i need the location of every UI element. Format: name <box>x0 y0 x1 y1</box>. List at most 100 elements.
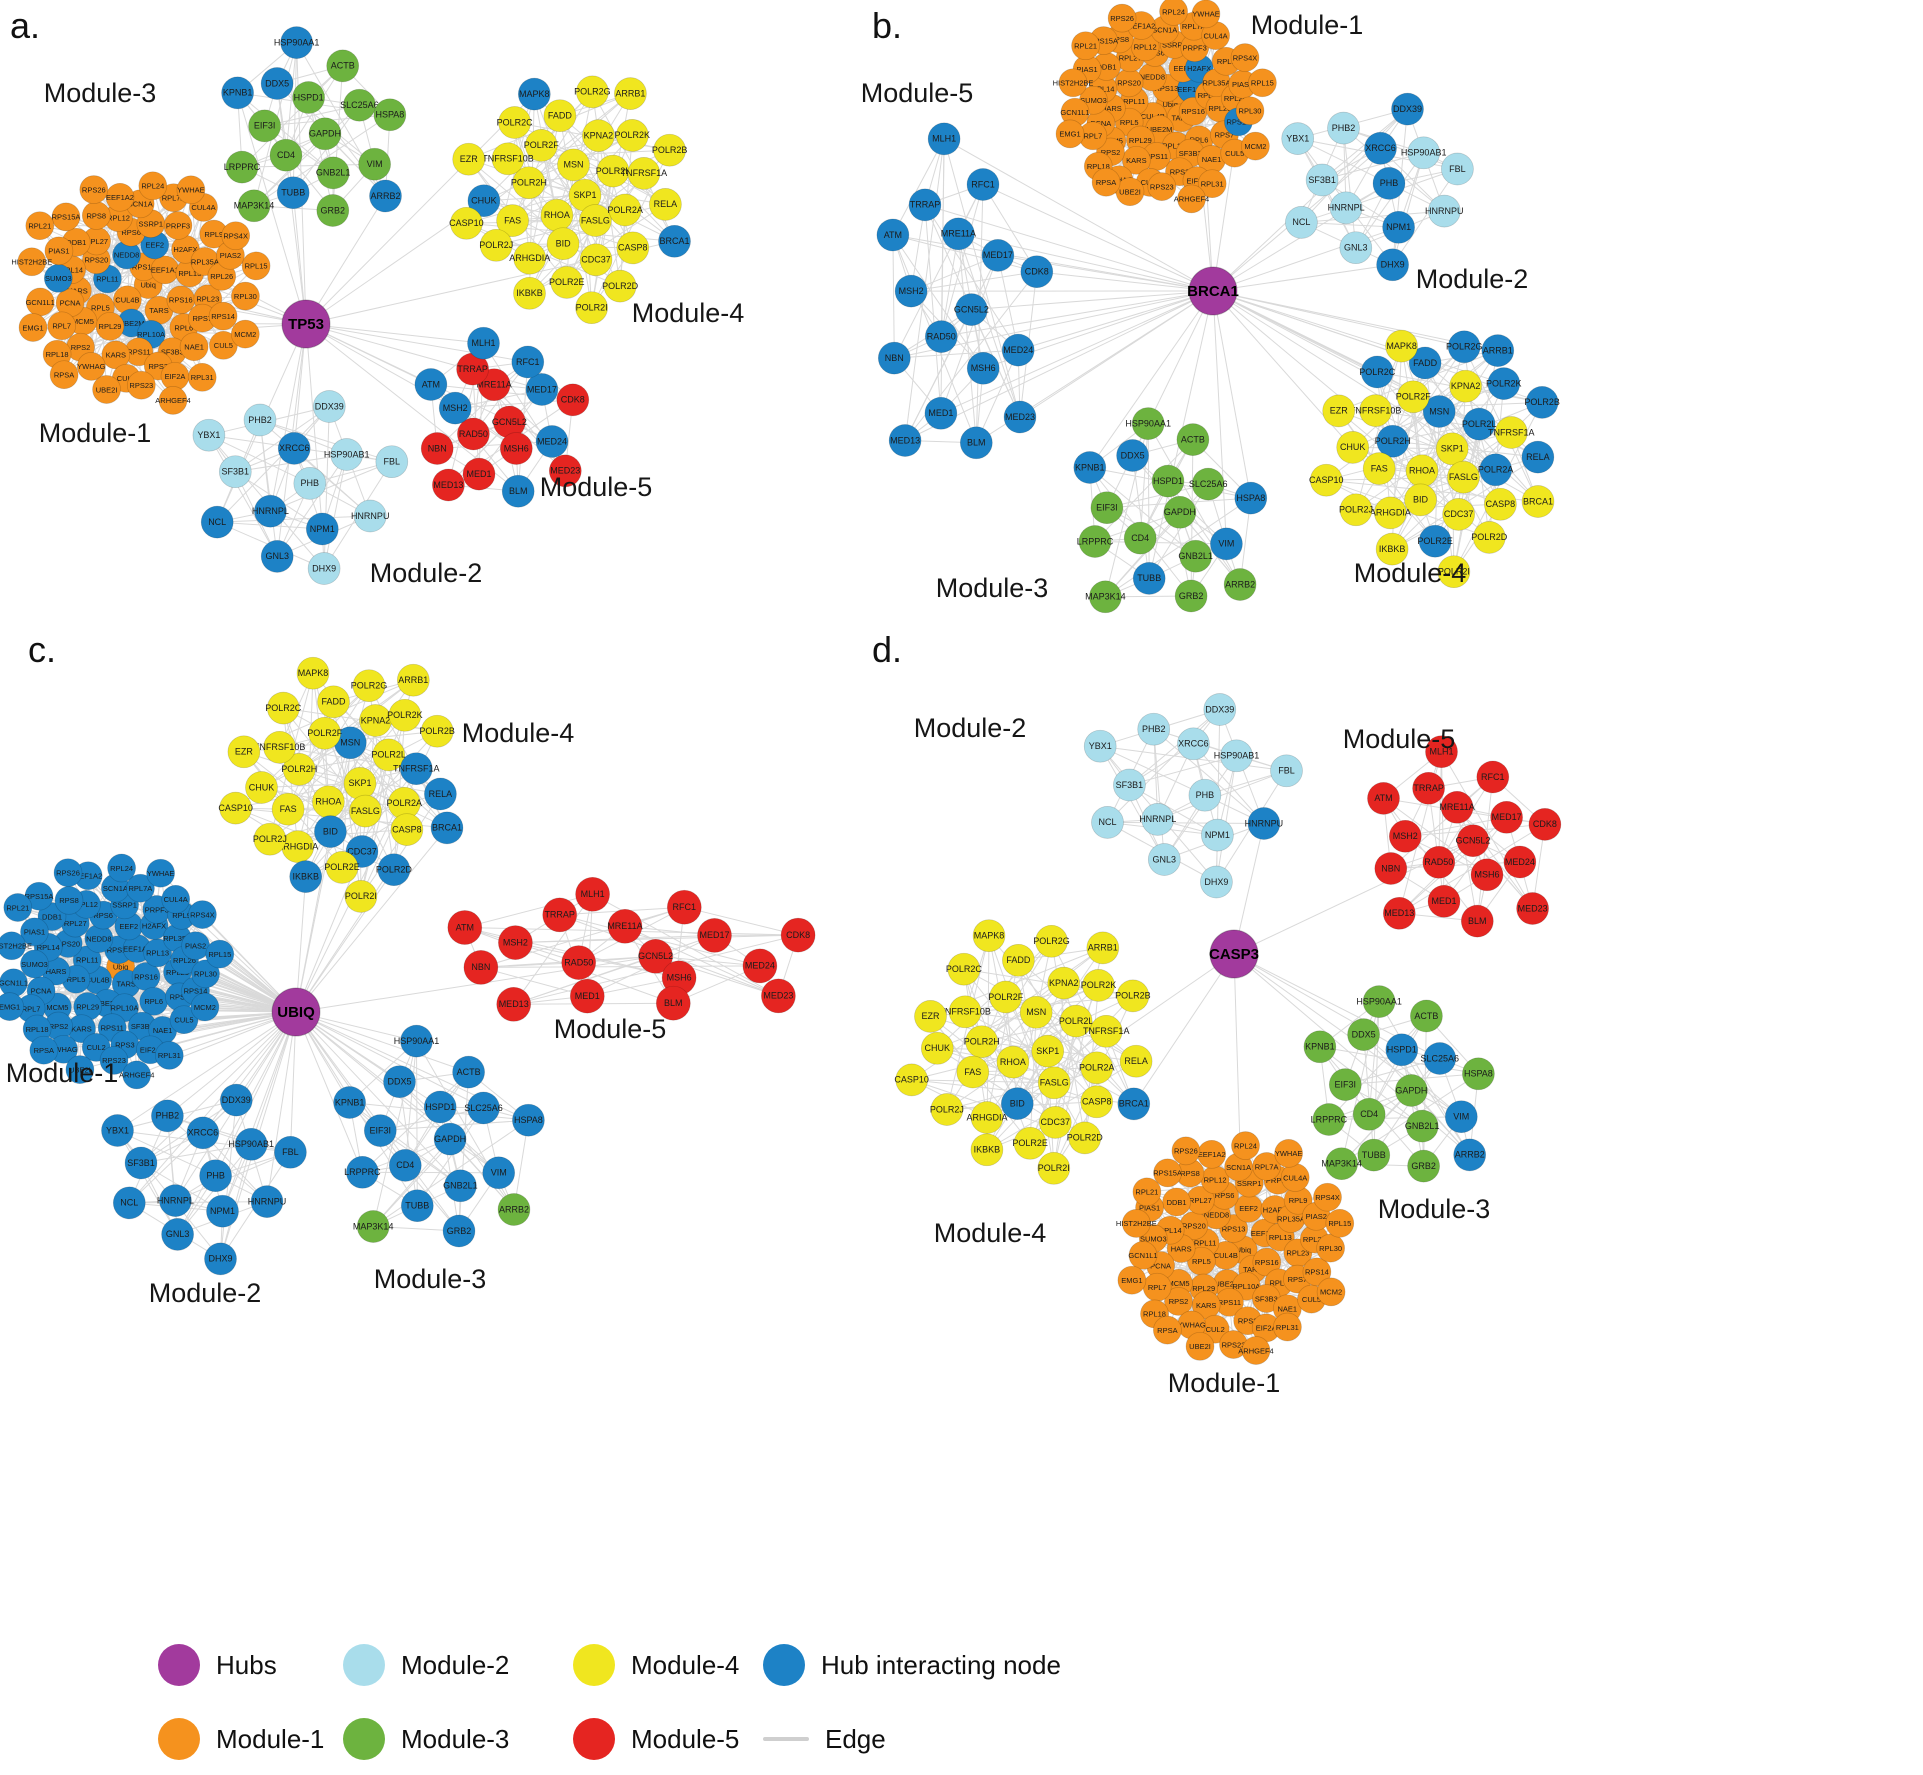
gene-node <box>1071 31 1100 61</box>
gene-label: RPS3 <box>1170 168 1190 177</box>
gene-label: RAD50 <box>1424 857 1453 867</box>
gene-node <box>1521 440 1555 474</box>
gene-node <box>970 1101 1004 1134</box>
gene-label: CDK8 <box>561 395 585 405</box>
gene-label: RPL12 <box>1204 1176 1227 1185</box>
gene-node <box>151 1099 184 1133</box>
gene-node <box>1407 1149 1440 1183</box>
legend-label: Module-5 <box>631 1723 740 1754</box>
gene-label: KPNA2 <box>1049 978 1079 988</box>
gene-node <box>1121 1209 1151 1238</box>
gene-label: MSN <box>564 160 584 170</box>
gene-node <box>1047 966 1081 1000</box>
gene-node <box>373 98 407 132</box>
gene-label: RPS4X <box>1233 53 1258 62</box>
gene-node <box>269 138 303 172</box>
gene-label: RPL10A <box>111 1004 139 1013</box>
gene-node <box>927 122 961 156</box>
gene-label: SCN1A <box>1226 1163 1251 1172</box>
gene-label: MED13 <box>433 480 463 490</box>
gene-node <box>254 494 287 528</box>
gene-label: RPL13 <box>1198 91 1221 100</box>
gene-label: CASP8 <box>392 824 422 834</box>
gene-node <box>1252 1152 1281 1181</box>
gene-node <box>308 117 342 151</box>
gene-label: BID <box>556 239 572 249</box>
gene-label: BLM <box>967 438 986 448</box>
hub-label: BRCA1 <box>1187 283 1239 300</box>
gene-node <box>1391 92 1424 126</box>
gene-label: ATM <box>884 230 902 240</box>
gene-node <box>1090 491 1124 525</box>
gene-node <box>467 326 500 360</box>
gene-label: GRB2 <box>321 205 346 215</box>
gene-label: POLR2H <box>964 1037 1000 1047</box>
gene-node <box>293 467 327 500</box>
gene-node <box>930 1093 964 1126</box>
gene-node <box>49 360 79 390</box>
gene-label: RPS16 <box>1181 107 1205 116</box>
gene-label: SUMO3 <box>21 960 48 969</box>
gene-label: HSPD1 <box>1387 1045 1417 1055</box>
gene-label: RPL13 <box>1269 1233 1292 1242</box>
gene-label: RPS20 <box>85 256 109 265</box>
gene-node <box>1479 453 1513 487</box>
gene-node <box>344 880 378 913</box>
gene-node <box>924 320 958 353</box>
module-label: Module-5 <box>1343 724 1456 754</box>
gene-label: MSH6 <box>1474 870 1499 880</box>
gene-label: FAS <box>504 215 521 225</box>
gene-label: FASLG <box>1449 472 1478 482</box>
gene-node <box>575 876 610 912</box>
gene-label: TNFRSF1A <box>1083 1026 1130 1036</box>
gene-node <box>280 26 313 59</box>
gene-node <box>1285 206 1318 239</box>
gene-label: RPL14 <box>60 266 83 275</box>
gene-label: SLC25A6 <box>340 100 379 110</box>
gene-label: IKBKB <box>1379 544 1406 554</box>
gene-label: PHB2 <box>1142 724 1166 734</box>
gene-label: MAP3K14 <box>353 1221 394 1231</box>
gene-node <box>433 1122 467 1156</box>
gene-label: EEF2 <box>1239 1204 1258 1213</box>
gene-label: DHX9 <box>208 1254 232 1264</box>
gene-node <box>1328 1068 1362 1101</box>
gene-node <box>274 1135 307 1169</box>
gene-node <box>1313 1182 1342 1212</box>
gene-label: CUL2 <box>117 374 136 383</box>
gene-label: MRE11A <box>941 229 976 239</box>
gene-node <box>1001 333 1035 367</box>
gene-node <box>1000 1087 1034 1120</box>
gene-node <box>356 1210 390 1243</box>
gene-label: TUBB <box>1137 573 1161 583</box>
gene-label: RFC1 <box>673 902 697 912</box>
gene-node <box>400 1189 434 1223</box>
gene-label: UBE2I <box>96 385 118 394</box>
gene-label: MED24 <box>745 961 775 971</box>
gene-label: DDX39 <box>222 1095 251 1105</box>
gene-label: RPSA <box>54 371 74 380</box>
gene-node <box>95 311 125 341</box>
gene-label: RPL35A <box>1203 79 1231 88</box>
gene-node <box>1303 1030 1337 1064</box>
gene-node <box>420 432 454 465</box>
gene-label: DHX9 <box>1381 260 1405 270</box>
gene-node <box>550 266 584 299</box>
gene-label: RPL21 <box>1074 42 1097 51</box>
gene-node <box>894 274 928 308</box>
gene-label: NEDD8 <box>86 934 111 943</box>
gene-node <box>1336 431 1370 464</box>
gene-label: RPL18 <box>46 350 69 359</box>
gene-node <box>1376 424 1410 458</box>
gene-label: POLR2K <box>1486 378 1522 388</box>
gene-node <box>191 959 220 989</box>
gene-label: POLR2L <box>1462 419 1497 429</box>
gene-node <box>1352 1097 1386 1131</box>
gene-label: DDX5 <box>1121 450 1145 460</box>
gene-label: MED1 <box>1431 896 1456 906</box>
gene-label: SSRP1 <box>1162 40 1187 49</box>
gene-node <box>1339 231 1373 265</box>
gene-node <box>1503 845 1537 879</box>
gene-node <box>761 978 796 1014</box>
gene-label: RPS8 <box>87 211 107 220</box>
